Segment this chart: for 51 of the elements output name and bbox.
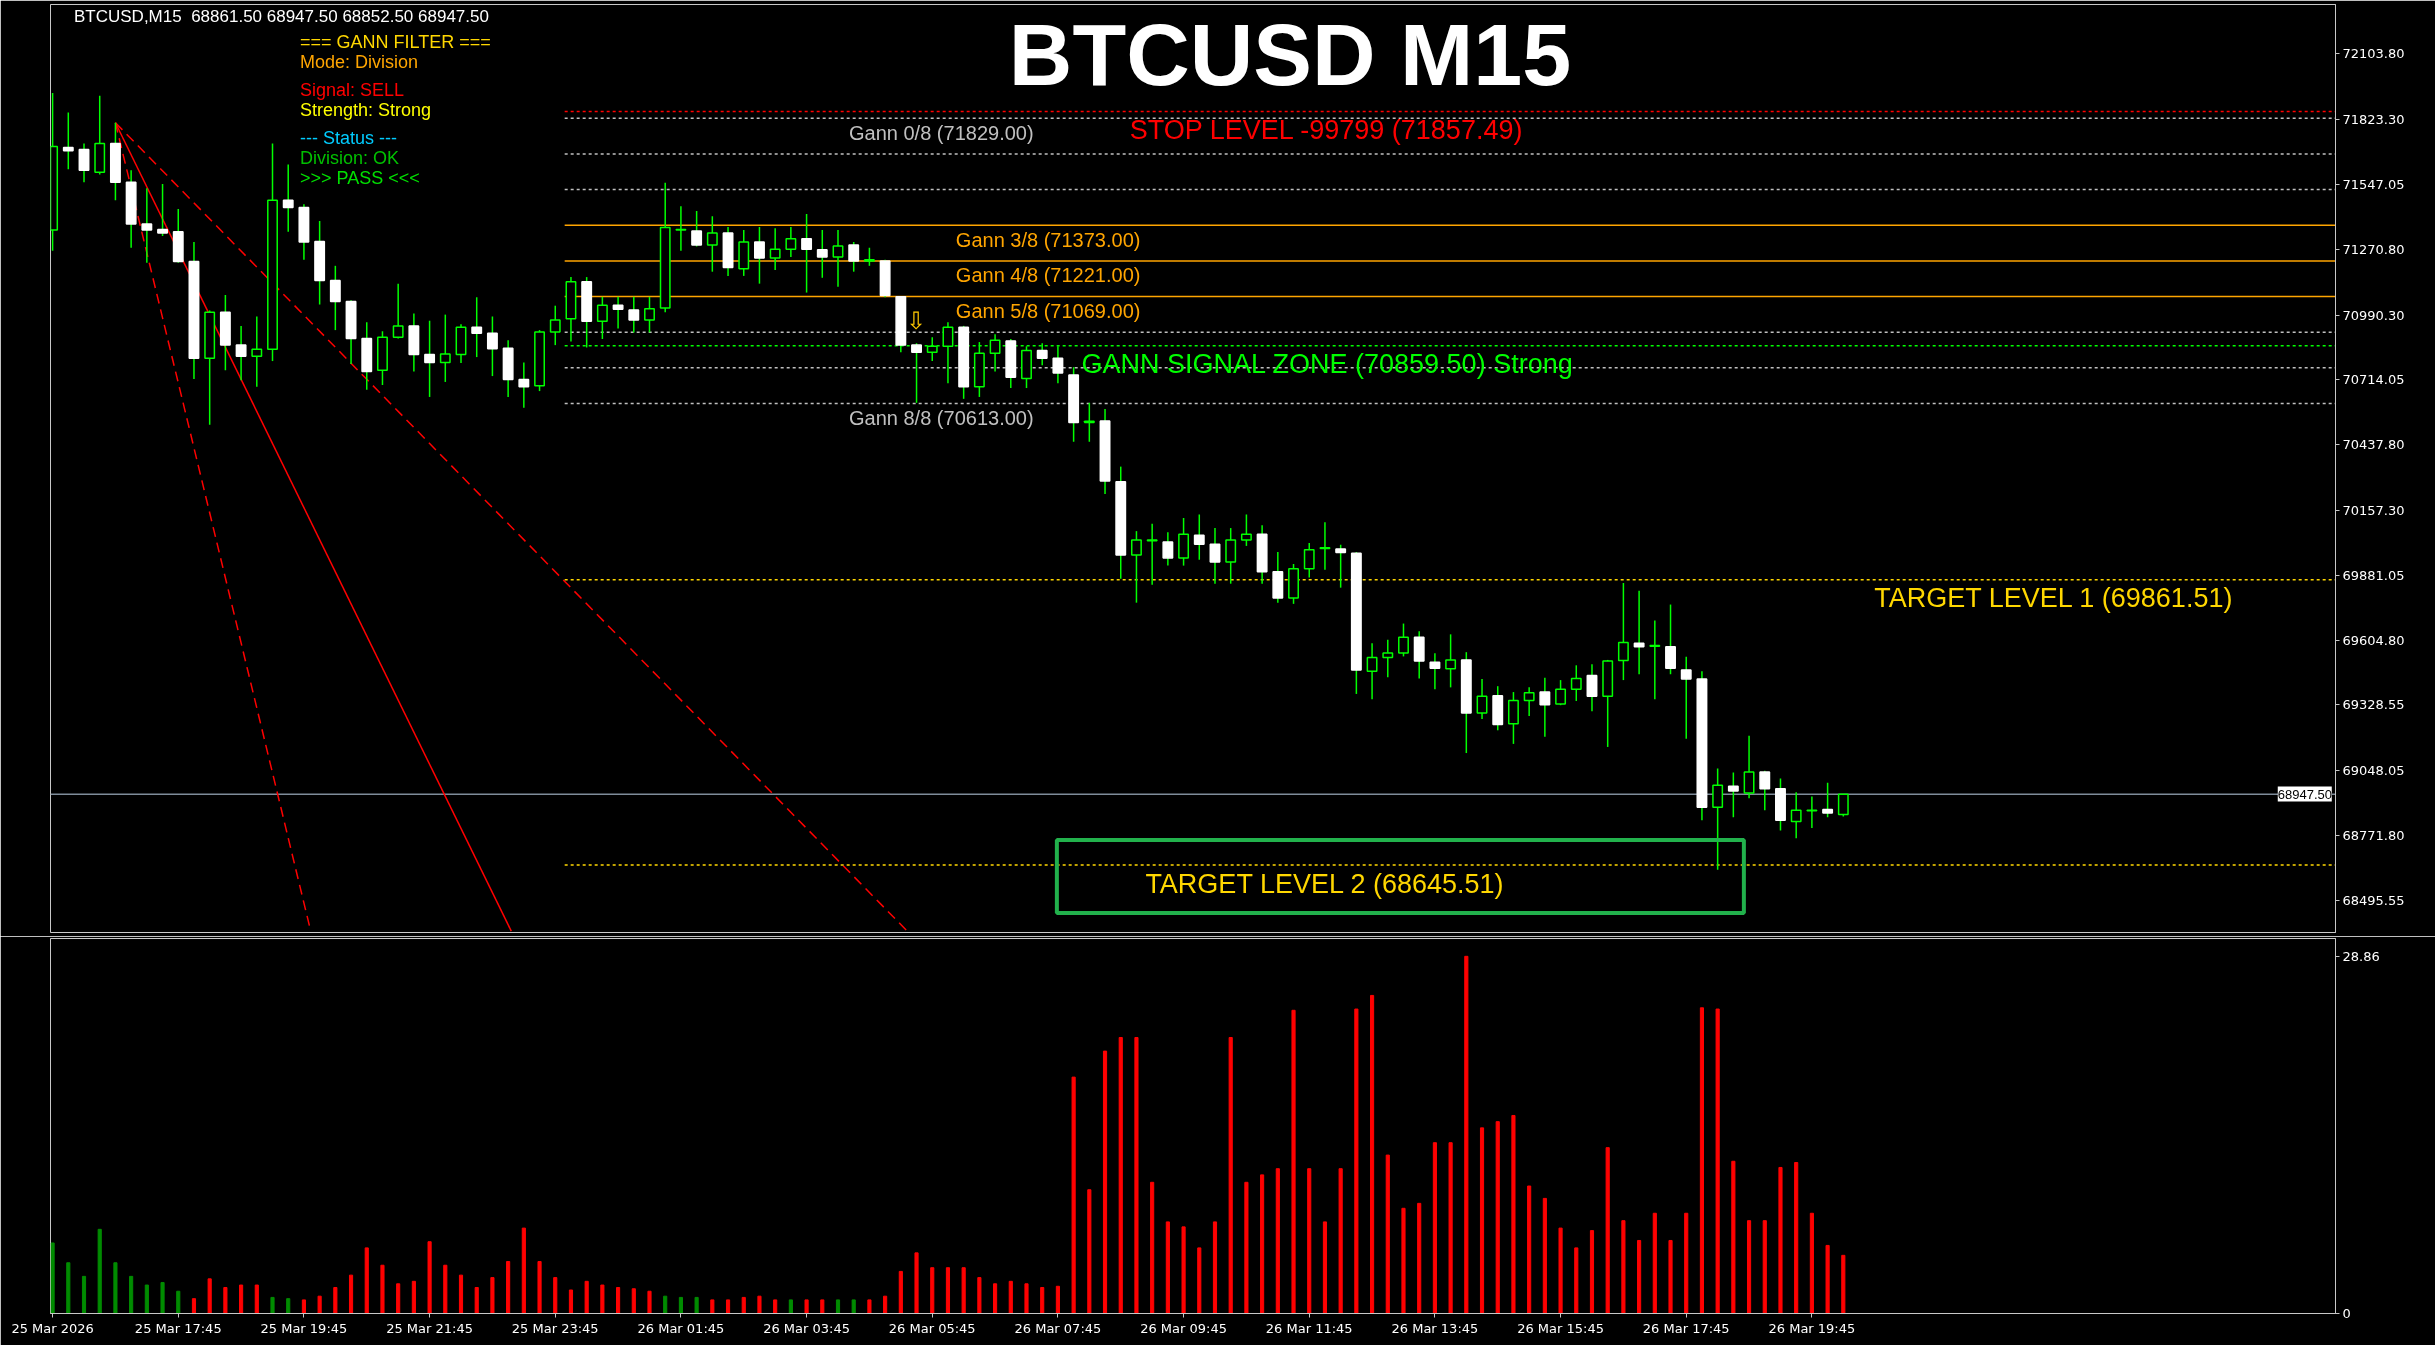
- y-tick-label: 71547.05: [2342, 176, 2405, 192]
- annotation: Gann 5/8 (71069.00): [955, 300, 1141, 324]
- y-tick-label: 70990.30: [2342, 307, 2405, 323]
- y-tick-label: 72103.80: [2342, 46, 2405, 62]
- x-tick-label: 26 Mar 01:45: [637, 1320, 725, 1336]
- x-tick-label: 26 Mar 13:45: [1391, 1320, 1479, 1336]
- x-tick-label: 25 Mar 2026: [11, 1320, 94, 1336]
- annotation: STOP LEVEL -99799 (71857.49): [1129, 115, 1523, 147]
- annotation: Gann 8/8 (70613.00): [849, 407, 1034, 431]
- y-tick-label: 69048.05: [2342, 763, 2405, 779]
- y-tick-label: 28.86: [2342, 948, 2380, 964]
- chart-title: BTCUSD M15: [1008, 4, 1572, 106]
- annotation: Signal: SELL: [300, 80, 405, 101]
- x-tick-label: 25 Mar 17:45: [134, 1320, 222, 1336]
- y-tick-label: 71823.30: [2342, 112, 2405, 128]
- annotation: GANN SIGNAL ZONE (70859.50) Strong: [1081, 349, 1573, 381]
- annotation: TARGET LEVEL 2 (68645.51): [1145, 868, 1504, 900]
- chart-subtitle: BTCUSD,M15 68861.50 68947.50 68852.50 68947.50: [74, 7, 489, 27]
- x-tick-label: 25 Mar 19:45: [260, 1320, 348, 1336]
- x-tick-label: 26 Mar 03:45: [763, 1320, 850, 1336]
- y-tick-label: 71270.80: [2342, 241, 2405, 257]
- y-tick-label: 69604.80: [2342, 632, 2405, 648]
- x-tick-label: 26 Mar 09:45: [1140, 1320, 1227, 1336]
- x-tick-label: 26 Mar 11:45: [1265, 1320, 1353, 1336]
- annotation: === GANN FILTER ===: [300, 32, 491, 53]
- annotation: Strength: Strong: [300, 100, 432, 121]
- annotation: Gann 3/8 (71373.00): [955, 228, 1141, 252]
- x-tick-label: 26 Mar 05:45: [888, 1320, 976, 1336]
- annotation: Mode: Division: [300, 52, 419, 73]
- y-tick-label: 70714.05: [2342, 372, 2405, 388]
- x-tick-label: 26 Mar 19:45: [1768, 1320, 1856, 1336]
- annotation: Gann 0/8 (71829.00): [849, 121, 1034, 145]
- annotation: Gann 4/8 (71221.00): [955, 264, 1141, 288]
- annotation: >>> PASS <<<: [300, 168, 420, 189]
- x-tick-label: 25 Mar 21:45: [386, 1320, 473, 1336]
- y-tick-label: 69881.05: [2342, 567, 2405, 583]
- x-tick-label: 26 Mar 17:45: [1642, 1320, 1730, 1336]
- y-tick-label: 68771.80: [2342, 827, 2405, 843]
- y-tick-label: 0: [2342, 1306, 2351, 1321]
- annotation: TARGET LEVEL 1 (69861.51): [1874, 583, 2233, 615]
- x-tick-label: 26 Mar 15:45: [1517, 1320, 1604, 1336]
- y-tick-label: 69328.55: [2342, 697, 2405, 713]
- x-tick-label: 26 Mar 07:45: [1014, 1320, 1102, 1336]
- annotation: --- Status ---: [300, 128, 397, 149]
- ref-line-label: 68947.50: [2277, 786, 2332, 802]
- y-tick-label: 70437.80: [2342, 437, 2405, 453]
- annotation: Division: OK: [300, 148, 400, 169]
- annotation: ⇩: [906, 306, 927, 335]
- x-tick-label: 25 Mar 23:45: [511, 1320, 599, 1336]
- y-tick-label: 68495.55: [2342, 892, 2405, 908]
- y-tick-label: 70157.30: [2342, 502, 2405, 518]
